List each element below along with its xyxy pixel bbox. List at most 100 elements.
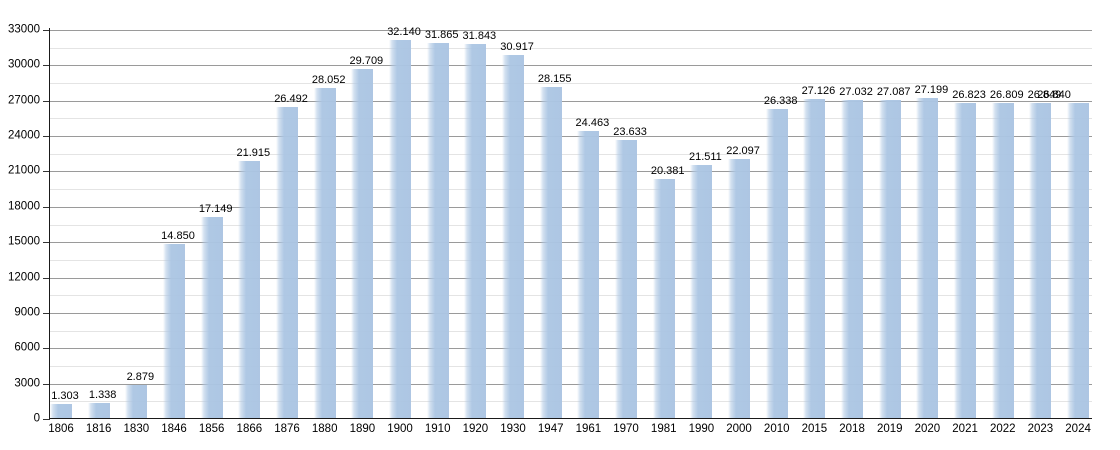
bar-value-label: 17.149	[198, 202, 233, 215]
y-axis-tick	[43, 277, 50, 279]
y-axis-tick	[43, 136, 50, 138]
x-axis-tick-label: 2015	[801, 423, 828, 435]
bar-value-label: 1.303	[51, 389, 79, 402]
x-axis-tick-label: 1900	[387, 423, 413, 435]
bar	[276, 106, 299, 419]
y-axis-line	[49, 28, 51, 419]
minor-gridline	[50, 259, 1092, 261]
bar-value-label: 26.492	[274, 92, 308, 105]
x-axis-tick-label: 1970	[613, 423, 639, 435]
bar	[652, 178, 675, 419]
minor-gridline	[50, 401, 1092, 403]
bar-value-label: 26.823	[952, 88, 986, 101]
x-axis-tick-label: 1990	[688, 423, 715, 435]
y-axis-tick-label: 6000	[14, 341, 40, 354]
bar-value-label: 23.633	[613, 126, 647, 139]
major-gridline	[50, 348, 1092, 350]
y-axis-tick	[43, 171, 50, 173]
minor-gridline	[50, 47, 1092, 49]
major-gridline	[50, 206, 1092, 208]
bar-value-label: 26.338	[763, 94, 798, 107]
y-axis-tick	[43, 30, 50, 31]
bar-value-label: 22.097	[726, 144, 760, 157]
bar-value-label: 29.709	[349, 54, 384, 67]
major-gridline	[50, 136, 1092, 138]
bar	[954, 102, 977, 419]
bar	[841, 100, 864, 419]
y-axis-tick-label: 27000	[8, 93, 40, 106]
x-axis-tick-label: 2018	[839, 423, 865, 435]
x-axis-tick-label: 2019	[876, 423, 903, 435]
bar	[426, 43, 449, 419]
bar	[539, 87, 562, 419]
y-axis-tick-label: 0	[33, 412, 40, 425]
y-axis-tick	[43, 383, 50, 385]
bar	[502, 54, 525, 419]
bar	[389, 40, 412, 419]
y-axis-tick-label: 33000	[8, 23, 40, 36]
x-axis-tick-label: 2000	[726, 423, 752, 435]
minor-gridline	[50, 83, 1092, 85]
major-gridline	[50, 277, 1092, 279]
major-gridline	[50, 312, 1092, 314]
bar	[200, 216, 223, 419]
x-axis-tick-label: 1806	[48, 423, 74, 435]
major-gridline	[50, 100, 1092, 102]
bar-value-label: 26.849	[1027, 88, 1062, 101]
y-axis-tick	[43, 312, 50, 314]
bar-value-label: 31.865	[424, 29, 459, 42]
bar	[1029, 102, 1052, 419]
x-axis-tick-label: 2021	[952, 423, 978, 435]
x-axis-tick-label: 1846	[161, 423, 187, 435]
minor-gridline	[50, 118, 1092, 120]
x-axis-tick-label: 1890	[349, 423, 376, 435]
bar	[125, 385, 148, 419]
bar	[728, 158, 751, 419]
minor-gridline	[50, 295, 1092, 297]
major-gridline	[50, 242, 1092, 244]
bar	[163, 243, 185, 419]
bar	[87, 403, 110, 419]
minor-gridline	[50, 365, 1092, 367]
bar-value-label: 28.052	[311, 74, 346, 87]
x-axis-line	[50, 418, 1092, 420]
bar	[878, 99, 901, 419]
bar	[991, 102, 1014, 419]
bar-value-label: 27.199	[914, 84, 949, 97]
bar	[916, 98, 939, 419]
minor-gridline	[50, 330, 1092, 332]
bar-value-label: 21.915	[236, 146, 271, 159]
bar-value-label: 26.840	[1037, 88, 1071, 101]
bar	[464, 43, 487, 419]
bar-value-label: 21.511	[688, 151, 722, 164]
major-gridline	[50, 171, 1092, 173]
bar-value-label: 2.879	[126, 371, 155, 384]
x-axis-tick-label: 2022	[989, 423, 1016, 435]
x-axis-tick-label: 1866	[236, 423, 263, 435]
x-axis-tick-label: 1816	[85, 423, 112, 435]
y-axis-tick-label: 15000	[8, 235, 40, 248]
y-axis-tick-label: 18000	[8, 200, 40, 213]
x-axis-tick-label: 1947	[537, 423, 564, 435]
y-axis-tick	[43, 65, 50, 67]
bar-value-label: 26.809	[989, 88, 1024, 101]
x-axis-tick-label: 1830	[123, 423, 150, 435]
y-axis-tick-label: 21000	[8, 164, 40, 177]
bar-value-label: 14.850	[161, 229, 195, 242]
x-axis-tick-label: 2024	[1065, 423, 1091, 435]
x-axis-tick-label: 2020	[914, 423, 941, 435]
x-axis-tick-label: 1961	[575, 423, 602, 435]
bar	[351, 68, 374, 419]
bar-value-label: 27.032	[839, 86, 873, 99]
major-gridline	[50, 383, 1092, 385]
y-axis-tick	[43, 419, 50, 420]
minor-gridline	[50, 189, 1092, 191]
bar-value-label: 30.917	[500, 40, 534, 53]
bar-value-label: 28.155	[537, 73, 572, 86]
minor-gridline	[50, 224, 1092, 226]
x-axis-tick-label: 1920	[462, 423, 489, 435]
bar	[615, 140, 638, 419]
x-axis-tick-label: 1876	[274, 423, 300, 435]
y-axis-tick-label: 3000	[14, 376, 40, 389]
